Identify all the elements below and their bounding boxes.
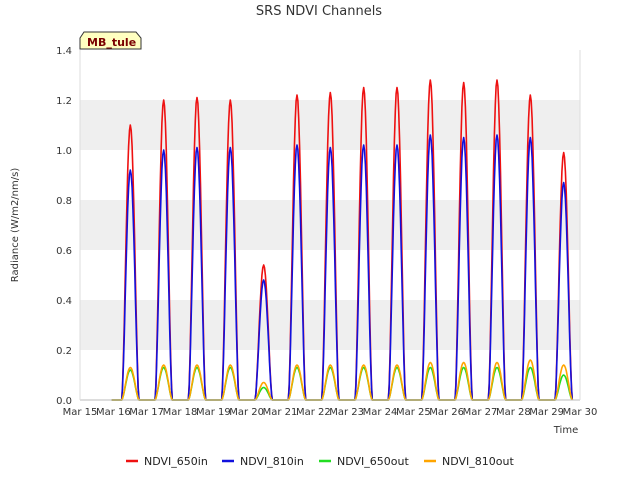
badge-label: MB_tule (87, 36, 136, 49)
y-tick-label: 1.2 (56, 96, 72, 107)
y-tick-label: 0.4 (56, 296, 72, 307)
x-tick-label: Mar 20 (229, 407, 264, 418)
x-tick-label: Mar 29 (529, 407, 564, 418)
legend-label: NDVI_810out (442, 455, 514, 468)
y-tick-label: 0.0 (56, 396, 72, 407)
y-tick-label: 0.8 (56, 196, 72, 207)
axes (79, 50, 581, 401)
y-ticks: 0.0 0.2 0.4 0.6 0.8 1.0 1.2 1.4 (56, 46, 72, 407)
x-tick-label: Mar 18 (163, 407, 198, 418)
grid-band (80, 300, 580, 350)
x-tick-label: Mar 26 (429, 407, 464, 418)
grid-band (80, 150, 580, 200)
x-tick-label: Mar 24 (363, 407, 398, 418)
y-tick-label: 0.2 (56, 346, 72, 357)
grid-band (80, 350, 580, 400)
x-tick-label: Mar 16 (96, 407, 131, 418)
badge-box (79, 31, 142, 50)
x-tick-label: Mar 28 (496, 407, 531, 418)
x-tick-label: Mar 22 (296, 407, 331, 418)
legend-label: NDVI_810in (240, 455, 304, 468)
grid-bands (80, 50, 580, 400)
x-tick-label: Mar 30 (563, 407, 598, 418)
x-axis-label: Time (553, 425, 578, 436)
x-tick-label: Mar 23 (329, 407, 364, 418)
y-tick-label: 1.4 (56, 46, 72, 57)
chart-title: SRS NDVI Channels (256, 4, 382, 19)
grid-band (80, 250, 580, 300)
legend-label: NDVI_650in (144, 455, 208, 468)
x-tick-label: Mar 15 (63, 407, 98, 418)
y-tick-label: 1.0 (56, 146, 72, 157)
y-axis-label: Radiance (W/m2/nm/s) (10, 168, 21, 283)
legend: NDVI_650in NDVI_810in NDVI_650out NDVI_810o… (126, 455, 514, 468)
grid-band (80, 100, 580, 150)
badge: MB_tule (79, 31, 142, 50)
y-tick-label: 0.6 (56, 246, 72, 257)
x-tick-label: Mar 25 (396, 407, 431, 418)
x-tick-label: Mar 19 (196, 407, 231, 418)
grid-band (80, 200, 580, 250)
x-tick-label: Mar 17 (129, 407, 164, 418)
x-tick-label: Mar 21 (263, 407, 298, 418)
x-tick-label: Mar 27 (463, 407, 498, 418)
legend-label: NDVI_650out (337, 455, 409, 468)
